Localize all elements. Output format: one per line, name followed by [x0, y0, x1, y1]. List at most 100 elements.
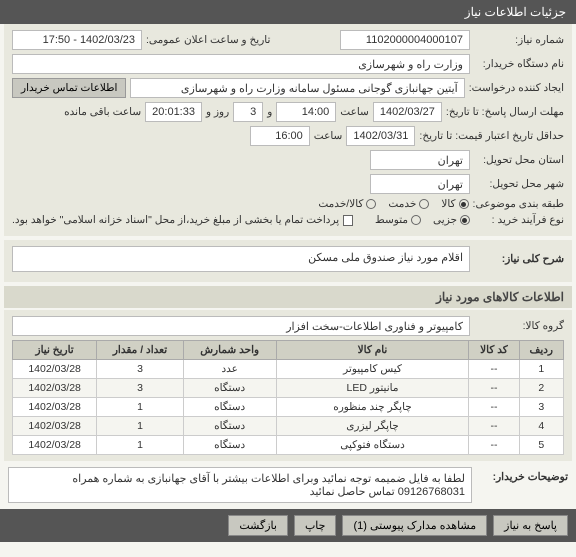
proc-opt-b: متوسط: [375, 214, 408, 226]
remain-a: و: [267, 106, 272, 118]
table-row[interactable]: 4--چاپگر لیزریدستگاه11402/03/28: [13, 417, 564, 436]
row-province: استان محل تحویل: تهران: [12, 150, 564, 170]
col-unit: واحد شمارش: [183, 341, 276, 360]
row-desc: شرح کلی نیاز: اقلام مورد نیاز صندوق ملی …: [12, 246, 564, 272]
buyer-note-text: لطفا به فایل ضمیمه توجه نمائید وبرای اطل…: [8, 467, 472, 503]
table-header-row: ردیف کد کالا نام کالا واحد شمارش تعداد /…: [13, 341, 564, 360]
group-value: کامپیوتر و فناوری اطلاعات-سخت افزار: [12, 316, 470, 336]
table-cell: دستگاه فتوکپی: [276, 436, 469, 455]
treasury-label: پرداخت تمام یا بخشی از مبلغ خرید،از محل …: [12, 214, 339, 226]
city-label: شهر محل تحویل:: [474, 178, 564, 190]
table-cell: 1: [97, 398, 184, 417]
group-label: گروه کالا:: [474, 320, 564, 332]
print-button[interactable]: چاپ: [294, 515, 337, 536]
remain-days: 3: [233, 102, 263, 122]
row-req-no: شماره نیاز: 1102000004000107 تاریخ و ساع…: [12, 30, 564, 50]
org-label: نام دستگاه خریدار:: [474, 58, 564, 70]
reply-button[interactable]: پاسخ به نیاز: [493, 515, 568, 536]
announce-value: 1402/03/23 - 17:50: [12, 30, 142, 50]
buyer-note-row: توضیحات خریدار: لطفا به فایل ضمیمه توجه …: [8, 467, 568, 503]
row-group: گروه کالا: کامپیوتر و فناوری اطلاعات-سخت…: [12, 316, 564, 336]
table-row[interactable]: 2--مانیتور LEDدستگاه31402/03/28: [13, 379, 564, 398]
class-label: طبقه بندی موضوعی:: [473, 198, 564, 210]
attach-button[interactable]: مشاهده مدارک پیوستی (1): [342, 515, 487, 536]
table-cell: چاپگر لیزری: [276, 417, 469, 436]
table-cell: --: [469, 398, 519, 417]
row-proc: نوع فرآیند خرید : جزیی متوسط پرداخت تمام…: [12, 214, 564, 226]
table-cell: --: [469, 436, 519, 455]
radio-dot-icon: [419, 199, 429, 209]
back-button[interactable]: بازگشت: [228, 515, 288, 536]
row-creator: ایجاد کننده درخواست: آیتین جهانبازی گوجا…: [12, 78, 564, 98]
desc-area: شرح کلی نیاز: اقلام مورد نیاز صندوق ملی …: [4, 240, 572, 282]
proc-radio-minor[interactable]: جزیی: [433, 214, 470, 226]
table-cell: مانیتور LED: [276, 379, 469, 398]
table-cell: 5: [519, 436, 564, 455]
contact-buyer-button[interactable]: اطلاعات تماس خریدار: [12, 78, 126, 98]
class-opt-a: کالا: [441, 198, 455, 210]
items-table: ردیف کد کالا نام کالا واحد شمارش تعداد /…: [12, 340, 564, 455]
remain-timer: 20:01:33: [145, 102, 202, 122]
radio-dot-icon: [459, 199, 469, 209]
proc-radio-group: جزیی متوسط: [375, 214, 470, 226]
req-no-value: 1102000004000107: [340, 30, 470, 50]
table-cell: 1: [97, 417, 184, 436]
treasury-checkbox[interactable]: [343, 215, 353, 226]
row-price-valid: حداقل تاریخ اعتبار قیمت: تا تاریخ: 1402/…: [12, 126, 564, 146]
radio-dot-icon: [460, 215, 470, 225]
price-valid-label: حداقل تاریخ اعتبار قیمت: تا تاریخ:: [419, 130, 564, 142]
col-name: نام کالا: [276, 341, 469, 360]
table-cell: --: [469, 360, 519, 379]
items-area: گروه کالا: کامپیوتر و فناوری اطلاعات-سخت…: [4, 310, 572, 461]
col-qty: تعداد / مقدار: [97, 341, 184, 360]
table-cell: چاپگر چند منظوره: [276, 398, 469, 417]
row-class: طبقه بندی موضوعی: کالا خدمت کالا/خدمت: [12, 198, 564, 210]
announce-label: تاریخ و ساعت اعلان عمومی:: [146, 34, 270, 46]
col-date: تاریخ نیاز: [13, 341, 97, 360]
creator-label: ایجاد کننده درخواست:: [469, 82, 564, 94]
table-cell: 1: [97, 436, 184, 455]
table-cell: دستگاه: [183, 436, 276, 455]
class-radio-both[interactable]: کالا/خدمت: [318, 198, 376, 210]
table-cell: دستگاه: [183, 417, 276, 436]
creator-value: آیتین جهانبازی گوجانی مسئول سامانه وزارت…: [130, 78, 464, 98]
row-city: شهر محل تحویل: تهران: [12, 174, 564, 194]
class-radio-group: کالا خدمت کالا/خدمت: [318, 198, 468, 210]
table-cell: 3: [519, 398, 564, 417]
col-idx: ردیف: [519, 341, 564, 360]
class-opt-b: خدمت: [388, 198, 416, 210]
city-value: تهران: [370, 174, 470, 194]
remain-c: ساعت باقی مانده: [64, 106, 141, 118]
table-row[interactable]: 1--کیس کامپیوترعدد31402/03/28: [13, 360, 564, 379]
proc-radio-medium[interactable]: متوسط: [375, 214, 421, 226]
class-radio-service[interactable]: خدمت: [388, 198, 429, 210]
req-no-label: شماره نیاز:: [474, 34, 564, 46]
window-title-bar: جزئیات اطلاعات نیاز: [0, 0, 576, 24]
footer-toolbar: پاسخ به نیاز مشاهده مدارک پیوستی (1) چاپ…: [0, 509, 576, 542]
radio-dot-icon: [411, 215, 421, 225]
table-cell: 1: [519, 360, 564, 379]
table-cell: --: [469, 379, 519, 398]
time-label-2: ساعت: [314, 130, 343, 142]
class-radio-goods[interactable]: کالا: [441, 198, 468, 210]
table-cell: 3: [97, 379, 184, 398]
table-cell: کیس کامپیوتر: [276, 360, 469, 379]
row-org: نام دستگاه خریدار: وزارت راه و شهرسازی: [12, 54, 564, 74]
time-label-1: ساعت: [340, 106, 369, 118]
table-cell: 2: [519, 379, 564, 398]
table-row[interactable]: 5--دستگاه فتوکپیدستگاه11402/03/28: [13, 436, 564, 455]
table-cell: 1402/03/28: [13, 436, 97, 455]
desc-value: اقلام مورد نیاز صندوق ملی مسکن: [12, 246, 470, 272]
window-title: جزئیات اطلاعات نیاز: [465, 5, 566, 19]
price-valid-time: 16:00: [250, 126, 310, 146]
deadline-time: 14:00: [276, 102, 336, 122]
proc-opt-a: جزیی: [433, 214, 457, 226]
table-cell: --: [469, 417, 519, 436]
table-cell: 1402/03/28: [13, 360, 97, 379]
table-cell: دستگاه: [183, 379, 276, 398]
table-cell: عدد: [183, 360, 276, 379]
table-row[interactable]: 3--چاپگر چند منظورهدستگاه11402/03/28: [13, 398, 564, 417]
items-section-title: اطلاعات کالاهای مورد نیاز: [4, 286, 572, 308]
proc-label: نوع فرآیند خرید :: [474, 214, 564, 226]
class-opt-c: کالا/خدمت: [318, 198, 363, 210]
